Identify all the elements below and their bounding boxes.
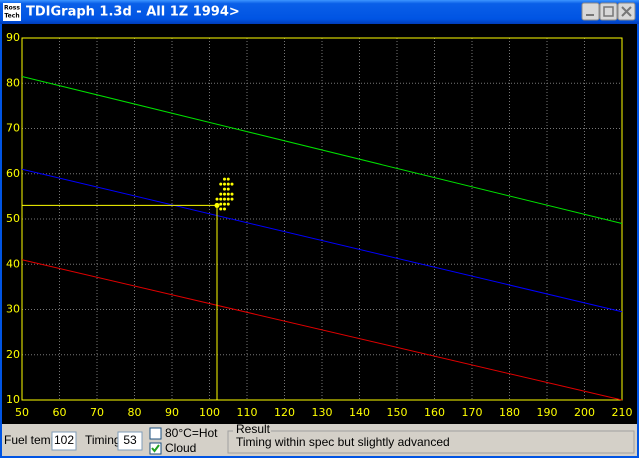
- y-tick-label: 50: [6, 212, 20, 225]
- fuel-temp-value: 102: [54, 433, 74, 447]
- fuel-temp-label: Fuel temp: [4, 433, 58, 447]
- check-mark: [151, 444, 160, 453]
- cloud-point: [219, 207, 223, 211]
- cloud-point: [226, 192, 230, 196]
- app-logo: [3, 3, 21, 21]
- chart: 50 60 70 80 90 100 110 120 130 140 150 160 170 180 190…: [6, 31, 633, 419]
- cloud-point: [223, 177, 226, 181]
- cloud-point: [226, 187, 230, 191]
- cloud-point: [219, 192, 223, 196]
- cloud-point: [230, 192, 234, 196]
- fuel-temp-field[interactable]: [51, 431, 77, 451]
- y-tick-label: 40: [6, 257, 20, 270]
- cloud-point: [223, 187, 226, 191]
- x-tick-label: 80: [128, 406, 142, 419]
- window-title: TDIGraph 1.3d - All 1Z 1994>: [26, 5, 240, 20]
- cloud-point: [219, 197, 223, 201]
- logo-text: Tech: [4, 13, 19, 20]
- chart-area: [2, 24, 637, 424]
- cloud-point: [223, 192, 226, 196]
- control-panel: [2, 424, 637, 456]
- y-tick-label: 90: [6, 31, 20, 44]
- result-text: Timing within spec but slightly advanced: [236, 435, 450, 449]
- cloud-point: [219, 202, 223, 206]
- x-tick-label: 180: [499, 406, 520, 419]
- cloud-point: [223, 202, 226, 206]
- title-bar: [0, 0, 639, 24]
- maximize-button[interactable]: [599, 2, 618, 21]
- cursor-point: [214, 202, 220, 208]
- x-tick-label: 170: [462, 406, 483, 419]
- spec-line: [21, 75, 623, 225]
- cloud-point: [226, 182, 230, 186]
- timing-value: 53: [123, 433, 137, 447]
- result-group: [227, 430, 635, 454]
- x-tick-label: 90: [165, 406, 179, 419]
- spec-line: [21, 259, 623, 401]
- x-tick-label: 50: [15, 406, 29, 419]
- cloud-point: [230, 197, 234, 201]
- window-buttons: [581, 2, 636, 21]
- y-tick-label: 30: [6, 303, 20, 316]
- x-tick-label: 60: [53, 406, 67, 419]
- timing-label: Timing: [85, 433, 121, 447]
- x-tick-label: 200: [574, 406, 595, 419]
- close-icon: [621, 6, 632, 17]
- hot-label: 80°C=Hot: [165, 426, 218, 440]
- x-tick-label: 110: [237, 406, 258, 419]
- result-label-bg: [233, 425, 271, 435]
- y-tick-label: 70: [6, 122, 20, 135]
- cloud-point: [226, 177, 230, 181]
- cloud-point: [215, 197, 219, 201]
- maximize-icon: [603, 6, 614, 17]
- minimize-button[interactable]: [581, 2, 600, 21]
- cloud-point: [223, 182, 226, 186]
- cloud-point: [230, 182, 234, 186]
- plot-frame: [21, 37, 623, 401]
- cloud-point: [223, 207, 226, 211]
- cloud-point: [226, 202, 230, 206]
- spec-line: [21, 168, 623, 313]
- x-tick-label: 70: [90, 406, 104, 419]
- logo-text: Ross: [4, 5, 20, 12]
- x-tick-label: 210: [612, 406, 633, 419]
- x-tick-label: 190: [537, 406, 558, 419]
- timing-field[interactable]: [117, 431, 143, 451]
- x-tick-label: 150: [387, 406, 408, 419]
- y-tick-label: 20: [6, 348, 20, 361]
- cloud-point: [226, 197, 230, 201]
- y-tick-label: 80: [6, 76, 20, 89]
- x-tick-label: 140: [349, 406, 370, 419]
- hot-checkbox[interactable]: [149, 427, 162, 440]
- x-tick-label: 130: [312, 406, 333, 419]
- x-tick-label: 120: [274, 406, 295, 419]
- y-tick-label: 60: [6, 167, 20, 180]
- result-label: Result: [236, 422, 271, 436]
- x-tick-label: 160: [424, 406, 445, 419]
- cloud-point: [219, 182, 223, 186]
- y-tick-label: 10: [6, 393, 20, 406]
- cloud-label: Cloud: [165, 441, 196, 455]
- x-tick-label: 100: [199, 406, 220, 419]
- cloud-point: [223, 197, 226, 201]
